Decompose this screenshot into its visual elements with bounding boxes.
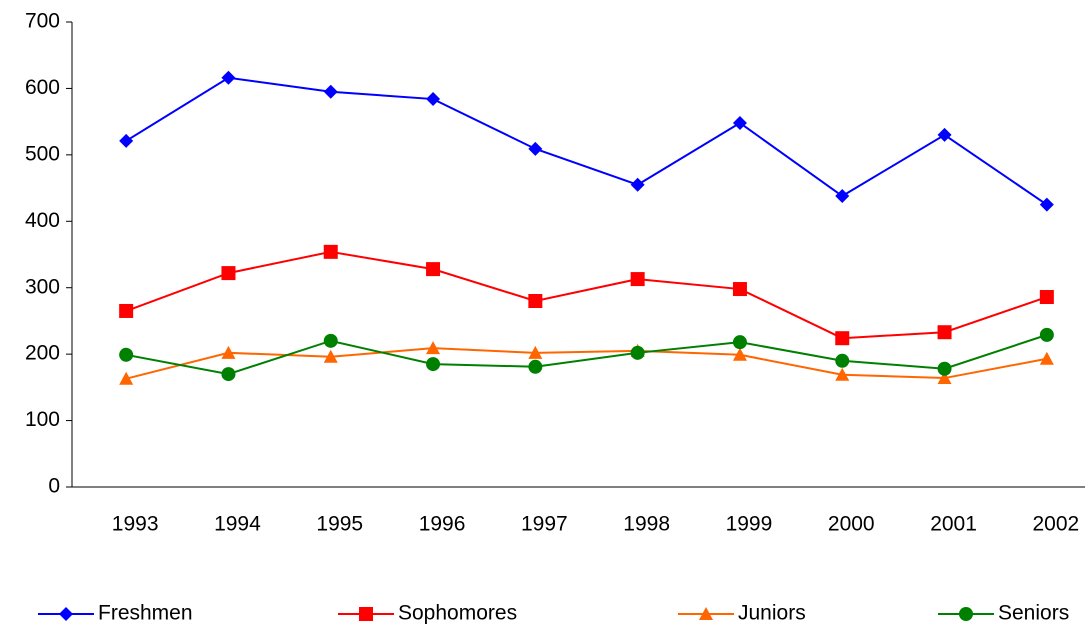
legend-label: Freshmen xyxy=(98,602,193,625)
y-tick-label: 100 xyxy=(25,408,60,431)
x-tick-label: 2002 xyxy=(1032,513,1079,536)
marker xyxy=(937,127,952,142)
marker xyxy=(835,367,850,381)
series-line xyxy=(125,250,1048,340)
marker xyxy=(835,189,850,204)
y-tick-label: 600 xyxy=(25,76,60,99)
marker xyxy=(630,272,645,287)
series-line xyxy=(125,333,1048,376)
y-tick-label: 200 xyxy=(25,342,60,365)
marker xyxy=(528,141,543,156)
marker xyxy=(221,266,236,281)
y-tick-label: 500 xyxy=(25,142,60,165)
series-line xyxy=(125,347,1048,380)
series-line xyxy=(125,76,1048,206)
x-tick-label: 1996 xyxy=(419,513,466,536)
marker xyxy=(937,371,952,385)
marker xyxy=(119,303,134,318)
marker xyxy=(699,607,713,620)
x-tick-label: 1998 xyxy=(623,513,670,536)
x-tick-label: 1999 xyxy=(726,513,773,536)
marker xyxy=(221,367,236,382)
marker xyxy=(732,347,747,361)
y-tick-label: 300 xyxy=(25,275,60,298)
marker xyxy=(426,357,441,372)
y-tick-label: 400 xyxy=(25,209,60,232)
x-tick-label: 1993 xyxy=(112,513,159,536)
marker xyxy=(630,345,645,360)
marker xyxy=(323,333,338,348)
legend-label: Sophomores xyxy=(398,602,517,625)
marker xyxy=(323,349,338,363)
x-tick-label: 1995 xyxy=(316,513,363,536)
marker xyxy=(221,70,236,85)
marker xyxy=(630,177,645,192)
marker xyxy=(959,607,973,621)
marker xyxy=(937,361,952,376)
marker xyxy=(119,133,134,148)
marker xyxy=(937,325,952,340)
x-tick-label: 1997 xyxy=(521,513,568,536)
legend-label: Juniors xyxy=(738,602,806,625)
y-tick-label: 0 xyxy=(48,475,60,498)
legend-label: Seniors xyxy=(998,602,1069,625)
marker xyxy=(528,345,543,359)
marker xyxy=(732,282,747,297)
x-tick-label: 1994 xyxy=(214,513,261,536)
marker xyxy=(323,84,338,99)
marker xyxy=(732,115,747,130)
marker xyxy=(835,353,850,368)
y-tick-label: 700 xyxy=(25,10,60,33)
x-tick-label: 2000 xyxy=(828,513,875,536)
marker xyxy=(732,335,747,350)
marker xyxy=(426,92,441,107)
marker xyxy=(59,607,73,621)
marker xyxy=(1039,327,1054,342)
marker xyxy=(119,347,134,362)
marker xyxy=(1039,351,1054,365)
marker xyxy=(221,345,236,359)
marker xyxy=(426,341,441,355)
marker xyxy=(528,294,543,308)
marker xyxy=(359,607,373,621)
marker xyxy=(323,244,338,259)
marker xyxy=(426,262,441,277)
marker xyxy=(528,359,543,374)
marker xyxy=(1039,290,1054,305)
marker xyxy=(835,331,850,346)
x-tick-label: 2001 xyxy=(930,513,977,536)
marker xyxy=(1039,197,1054,212)
marker xyxy=(119,371,134,385)
